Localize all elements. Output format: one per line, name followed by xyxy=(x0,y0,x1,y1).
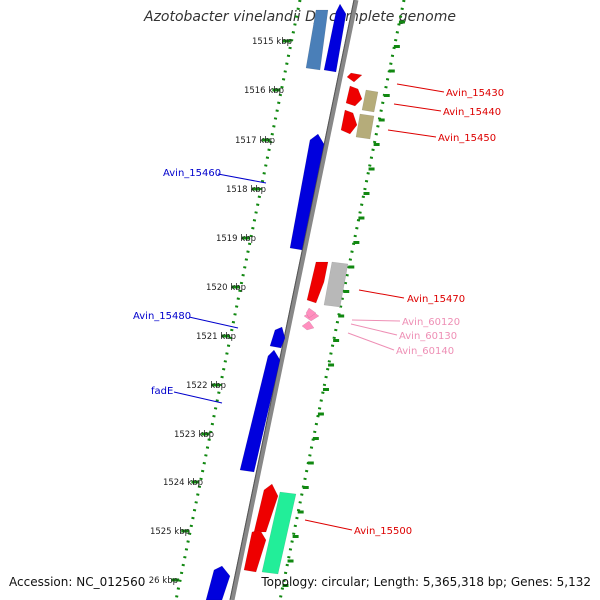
lbl-avin-60120-connector xyxy=(351,319,401,322)
gene-red-lower xyxy=(243,529,267,573)
gene-blue-top xyxy=(323,3,347,73)
map-title: Azotobacter vinelandii DJ, complete geno… xyxy=(144,9,456,25)
topology-text: Topology: circular; Length: 5,365,318 bp… xyxy=(261,575,591,589)
kbp-label: 1523 kbp xyxy=(174,430,214,440)
lbl-avin-15480-connector xyxy=(188,316,239,329)
kbp-label: 1524 kbp xyxy=(163,478,203,488)
lbl-avin-15430: Avin_15430 xyxy=(446,88,504,99)
gene-fade xyxy=(239,349,281,473)
kbp-label: 1518 kbp xyxy=(226,185,266,195)
lbl-avin-60120: Avin_60120 xyxy=(402,317,460,328)
accession-text: Accession: NC_012560 xyxy=(9,575,146,589)
gene-khaki-1 xyxy=(361,89,379,113)
lbl-avin-60130-connector xyxy=(350,323,398,336)
lbl-avin-15450-connector xyxy=(387,129,437,138)
lbl-avin-15470-connector xyxy=(358,289,405,299)
gene-avin-15470 xyxy=(306,261,329,304)
kbp-label: 1517 kbp xyxy=(235,136,275,146)
gene-avin-15500 xyxy=(253,483,279,533)
gene-avin-15440 xyxy=(345,85,363,107)
kbp-label: 1522 kbp xyxy=(186,381,226,391)
gene-avin-60120b xyxy=(305,307,317,319)
gene-avin-15450 xyxy=(340,109,358,135)
genome-backbone xyxy=(229,0,359,600)
lbl-avin-15500: Avin_15500 xyxy=(354,526,412,537)
kbp-label: 1520 kbp xyxy=(206,283,246,293)
lbl-avin-15470: Avin_15470 xyxy=(407,294,465,305)
kbp-label: 1516 kbp xyxy=(244,86,284,96)
gene-avin-15480 xyxy=(269,326,286,349)
lbl-fade: fadE xyxy=(151,386,173,397)
gene-avin-60130 xyxy=(301,320,315,331)
lbl-avin-60140-connector xyxy=(347,332,395,351)
gene-grey xyxy=(323,261,349,308)
gene-light-blue xyxy=(305,9,329,71)
kbp-label: 26 kbp xyxy=(149,576,178,586)
lbl-fade-connector xyxy=(173,391,223,404)
kbp-label: 1521 kbp xyxy=(196,332,236,342)
outer-dotted-track-right xyxy=(278,0,406,600)
gene-avin-15430 xyxy=(346,72,363,83)
lbl-avin-60140: Avin_60140 xyxy=(396,346,454,357)
lbl-avin-15500-connector xyxy=(304,519,353,531)
gene-green xyxy=(261,491,297,575)
gene-blue-bottom xyxy=(205,565,231,600)
lbl-avin-15440: Avin_15440 xyxy=(443,107,501,118)
gene-avin-15460 xyxy=(289,133,325,251)
lbl-avin-60130: Avin_60130 xyxy=(399,331,457,342)
gene-khaki-2 xyxy=(355,113,375,140)
kbp-label: 1519 kbp xyxy=(216,234,256,244)
lbl-avin-15480: Avin_15480 xyxy=(133,311,191,322)
kbp-label: 1515 kbp xyxy=(252,37,292,47)
lbl-avin-15430-connector xyxy=(396,83,445,93)
lbl-avin-15460: Avin_15460 xyxy=(163,168,221,179)
lbl-avin-15450: Avin_15450 xyxy=(438,133,496,144)
lbl-avin-15460-connector xyxy=(217,173,267,184)
lbl-avin-15440-connector xyxy=(393,103,442,112)
kbp-label: 1525 kbp xyxy=(150,527,190,537)
